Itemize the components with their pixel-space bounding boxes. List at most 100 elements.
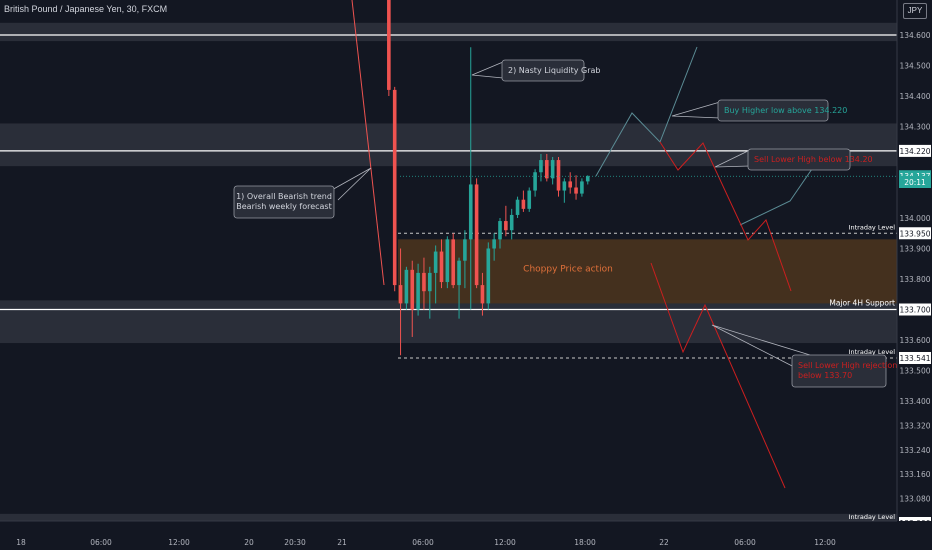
candle xyxy=(463,230,467,289)
price-tick-label: 133.700 xyxy=(899,306,930,315)
price-axis-bg xyxy=(897,0,932,521)
price-tick-label: 133.240 xyxy=(899,446,930,455)
callout-pointer-5 xyxy=(711,324,811,371)
time-tick-label: 22 xyxy=(659,538,669,547)
price-tick-label: 133.541 xyxy=(899,354,930,363)
annotation-text: Bearish weekly forecast xyxy=(236,202,331,211)
candle-body xyxy=(509,214,514,231)
candle xyxy=(492,233,496,261)
annotation-text: Sell Lower High below 134.20 xyxy=(754,155,873,164)
annotation-box xyxy=(233,185,335,219)
candle-body xyxy=(404,269,409,304)
candle xyxy=(457,257,461,319)
candle-body xyxy=(439,251,444,283)
price-tag xyxy=(899,227,931,240)
candle xyxy=(468,47,473,310)
time-tick-label: 06:00 xyxy=(90,538,112,547)
choppy-zone-label: Choppy Price action xyxy=(523,264,613,274)
price-tick-label: 133.900 xyxy=(899,245,930,254)
price-tick-label: 134.000 xyxy=(899,214,930,223)
price-axis: 134.600134.500134.400134.300134.220134.1… xyxy=(896,0,932,550)
candle xyxy=(568,172,572,194)
projection-bear-1 xyxy=(659,141,792,292)
candle-body xyxy=(392,89,397,286)
candle-body xyxy=(527,190,532,209)
candle xyxy=(387,0,391,96)
candle-body xyxy=(585,176,590,182)
price-tag xyxy=(899,303,931,316)
time-axis-bg xyxy=(0,521,932,550)
candle-body xyxy=(562,181,567,191)
candle xyxy=(428,266,432,319)
annotation-text: Buy Higher low above 134.220 xyxy=(724,106,847,115)
time-tick-label: 12:00 xyxy=(168,538,190,547)
candle-body xyxy=(574,187,578,194)
annotation-box xyxy=(747,148,851,171)
candle xyxy=(539,153,543,182)
candle xyxy=(527,187,532,212)
candle-body xyxy=(492,239,496,249)
price-tick-label: 134.220 xyxy=(899,147,930,156)
candle-body xyxy=(398,285,403,304)
price-tick-label: 133.080 xyxy=(899,495,930,504)
candle xyxy=(509,208,514,240)
candle-body xyxy=(498,221,502,240)
price-tick-label: 133.160 xyxy=(899,470,930,479)
annotation-box xyxy=(501,59,585,82)
candle xyxy=(585,175,590,185)
countdown-tag xyxy=(899,176,931,188)
candle xyxy=(521,190,526,212)
time-tick-label: 12:00 xyxy=(814,538,836,547)
annotation-callout: 2) Nasty Liquidity Grab xyxy=(501,59,600,82)
time-tick-label: 20 xyxy=(244,538,254,547)
price-tag xyxy=(899,144,931,157)
candle xyxy=(451,233,455,289)
candle xyxy=(398,248,403,356)
price-tick-label: 133.320 xyxy=(899,421,930,430)
candle-body xyxy=(410,269,415,310)
candle-body xyxy=(387,0,391,90)
candle xyxy=(480,272,485,316)
candle-body xyxy=(445,239,450,283)
candle-body xyxy=(451,239,455,286)
level-label: Major 4H Support xyxy=(829,299,895,308)
projection-bull-1 xyxy=(595,46,698,177)
time-tick-label: 12:00 xyxy=(494,538,516,547)
callout-pointer-2 xyxy=(471,61,504,79)
candle xyxy=(410,260,415,337)
candle xyxy=(504,205,508,237)
candle xyxy=(445,236,450,289)
time-tick-label: 18 xyxy=(16,538,26,547)
candle xyxy=(439,239,444,289)
annotation-box xyxy=(717,99,829,122)
candle-body xyxy=(568,181,572,188)
annotation-text: 2) Nasty Liquidity Grab xyxy=(508,66,600,75)
candle-body xyxy=(474,184,479,286)
candle-body xyxy=(463,239,467,261)
candle-body xyxy=(468,184,473,240)
candle xyxy=(486,242,491,310)
level-label: Intraday Level xyxy=(849,513,896,521)
candle xyxy=(545,153,549,182)
candle-body xyxy=(486,248,491,304)
candle xyxy=(580,178,584,197)
candle-body xyxy=(521,199,526,209)
candle-body xyxy=(556,160,561,191)
candle-body xyxy=(428,272,432,292)
candle-body xyxy=(433,251,438,273)
choppy-zone xyxy=(398,239,897,304)
callout-pointer-3 xyxy=(671,101,721,119)
candle xyxy=(533,169,537,197)
callout-pointer-1 xyxy=(329,167,372,201)
candle-body xyxy=(457,260,461,286)
candle-body xyxy=(539,160,543,173)
supply-demand-zone xyxy=(0,300,897,344)
candle-body xyxy=(545,160,549,179)
candle xyxy=(574,175,578,200)
price-tick-label: 133.500 xyxy=(899,367,930,376)
candle xyxy=(515,196,520,218)
currency-badge[interactable]: JPY xyxy=(903,3,927,19)
candle xyxy=(416,263,420,316)
